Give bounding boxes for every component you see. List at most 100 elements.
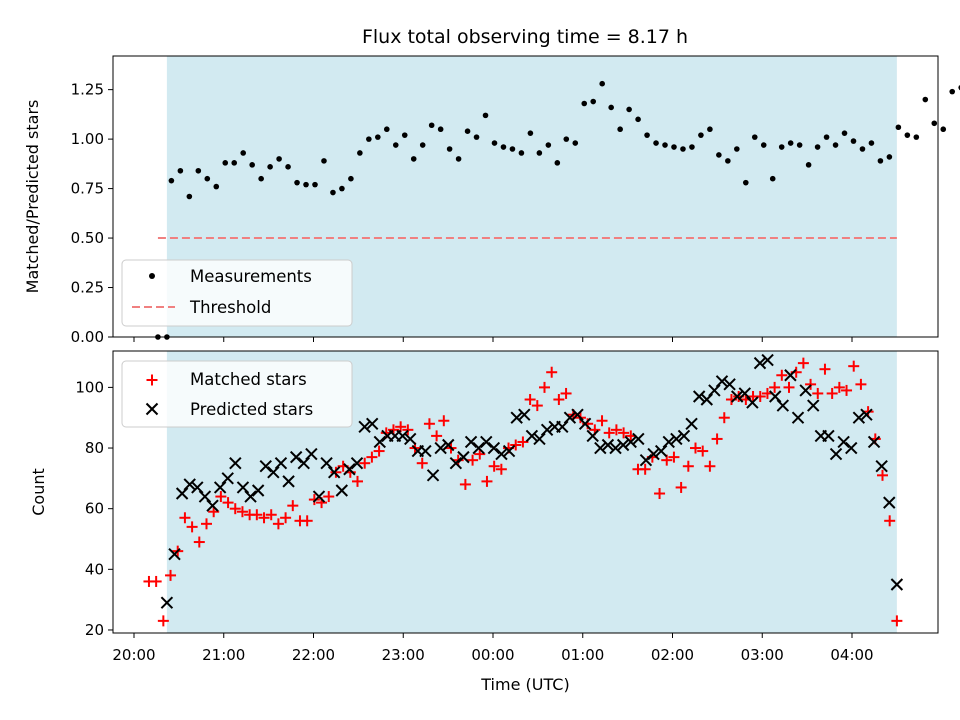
measurement-point: [644, 132, 650, 138]
measurement-point: [751, 134, 758, 140]
predicted-star-point: [274, 456, 288, 470]
predicted-star-point: [419, 444, 432, 458]
predicted-star-point: [426, 469, 440, 482]
measurement-point: [509, 146, 516, 152]
predicted-star-point: [860, 408, 873, 421]
predicted-star-point: [282, 475, 295, 488]
predicted-star-point: [700, 393, 713, 406]
predicted-star-point: [738, 387, 752, 400]
predicted-star-point: [312, 490, 326, 503]
measurement-point: [357, 150, 363, 156]
top-x-ticks: [133, 337, 853, 342]
predicted-star-point: [616, 438, 630, 452]
predicted-star-point: [297, 456, 310, 470]
measurement-point: [913, 134, 920, 140]
predicted-star-point: [518, 408, 531, 421]
predicted-star-point: [221, 472, 234, 485]
predicted-star-point: [396, 429, 409, 443]
measurement-point: [186, 193, 193, 200]
measurement-point: [204, 175, 211, 182]
measurement-point: [707, 126, 713, 133]
measurement-point: [321, 158, 327, 164]
measurement-point: [330, 189, 336, 196]
predicted-star-point: [525, 429, 539, 443]
measurement-point: [249, 162, 255, 168]
measurement-point: [868, 140, 875, 146]
measurement-point: [886, 154, 893, 160]
measurement-point: [922, 96, 929, 103]
top-y-tick-label: 1.00: [71, 130, 104, 148]
predicted-star-point: [472, 441, 485, 455]
measurement-point: [527, 130, 534, 136]
measurement-point: [500, 144, 507, 150]
predicted-star-point: [343, 463, 356, 476]
predicted-star-point: [213, 481, 227, 494]
predicted-star-point: [708, 384, 721, 397]
bottom-y-tick-label: 80: [85, 439, 104, 457]
measurement-point: [410, 156, 417, 162]
predicted-star-point: [799, 384, 812, 397]
measurement-point: [617, 126, 623, 133]
predicted-star-point: [632, 432, 645, 446]
predicted-star-point: [335, 484, 349, 497]
measurement-point: [339, 185, 345, 192]
x-axis-label: Time (UTC): [480, 675, 569, 694]
predicted-star-point: [183, 478, 196, 491]
predicted-star-point: [746, 396, 759, 409]
predicted-star-point: [366, 417, 379, 430]
bottom-y-ticks: 20 40 60 80 100: [75, 378, 113, 639]
measurement-point: [787, 140, 794, 146]
predicted-star-point: [495, 447, 508, 461]
measurement-point: [599, 80, 605, 87]
predicted-star-point: [875, 460, 888, 473]
predicted-star-point: [624, 435, 637, 449]
predicted-star-point: [715, 375, 729, 388]
measurement-point: [455, 156, 462, 162]
bottom-legend: Matched stars Predicted stars: [121, 360, 353, 428]
chart-title: Flux total observing time = 8.17 h: [362, 26, 688, 48]
top-legend: Measurements Threshold: [121, 259, 353, 327]
predicted-star-point: [510, 411, 523, 424]
measurement-point: [383, 126, 390, 133]
measurement-point: [689, 144, 695, 150]
predicted-star-point: [434, 441, 447, 455]
measurement-point: [222, 160, 229, 166]
x-tick-label: 23:00: [382, 646, 425, 664]
top-y-ticks: 0.00 0.25 0.50 0.75 1.00 1.25: [71, 81, 113, 346]
measurement-point: [437, 126, 444, 133]
measurement-point: [805, 162, 812, 168]
measurement-point: [859, 146, 866, 152]
predicted-star-point: [791, 411, 805, 424]
measurement-point: [940, 126, 947, 133]
measurement-point: [168, 177, 175, 184]
predicted-star-point: [251, 484, 265, 497]
measurement-point: [375, 134, 381, 140]
bottom-legend-box: [121, 360, 353, 428]
predicted-star-point: [191, 481, 204, 494]
measurement-point: [258, 175, 264, 182]
measurement-point: [742, 179, 749, 186]
measurement-point: [662, 142, 668, 148]
predicted-star-point: [867, 435, 881, 449]
predicted-star-point: [654, 444, 668, 458]
predicted-star-point: [358, 420, 371, 434]
predicted-star-point: [578, 417, 592, 430]
measurement-point: [590, 98, 597, 105]
x-tick-label: 04:00: [830, 646, 873, 664]
x-tick-label: 02:00: [651, 646, 694, 664]
measurement-point: [877, 158, 884, 164]
predicted-star-point: [449, 456, 463, 470]
measurement-point: [796, 142, 803, 148]
measurement-point: [608, 104, 614, 111]
predicted-star-point: [464, 435, 478, 449]
measurement-point: [312, 181, 318, 188]
top-axes-frame: [112, 55, 939, 338]
measurement-point: [195, 167, 202, 174]
predicted-star-point: [259, 460, 272, 473]
measurement-point: [177, 167, 184, 174]
measurement-point: [285, 164, 291, 170]
top-y-tick-label: 0.25: [71, 279, 104, 297]
measurement-points: [155, 80, 960, 340]
measurement-point: [698, 132, 704, 138]
measurement-point: [931, 120, 938, 127]
